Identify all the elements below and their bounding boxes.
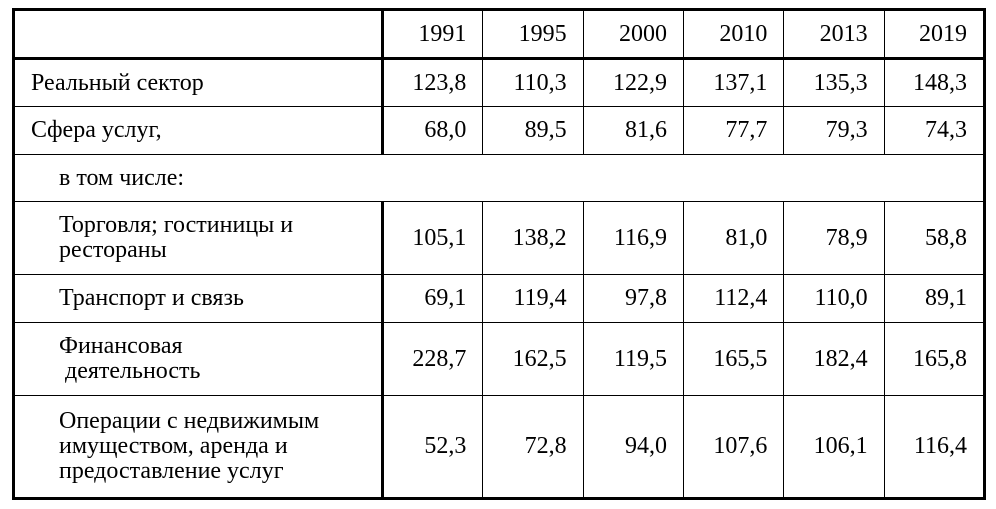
value-cell: 119,4 <box>482 274 584 323</box>
row-label: Транспорт и связь <box>13 274 384 323</box>
value-cell: 89,1 <box>883 274 986 323</box>
label-line: рестораны <box>59 237 167 263</box>
value-cell: 77,7 <box>682 106 785 155</box>
value-cell: 123,8 <box>381 58 484 107</box>
value-cell: 162,5 <box>482 322 584 396</box>
table-row: Торговля; гостиницы и рестораны 105,1 138,2… <box>13 201 986 275</box>
label-line: деятельность <box>59 358 201 384</box>
label-line: имуществом, аренда и <box>59 433 288 459</box>
value-cell: 89,5 <box>482 106 584 155</box>
table-row: Финансовая деятельность 228,7 162,5 119,5 16… <box>13 322 986 396</box>
column-header: 2000 <box>582 9 684 60</box>
label-line: Реальный сектор <box>31 69 204 96</box>
row-label: Торговля; гостиницы и рестораны <box>13 201 384 275</box>
table-row: Сфера услуг, 68,0 89,5 81,6 77,7 79,3 74,3 <box>13 106 986 155</box>
label-line: Операции с недвижимым <box>59 408 320 434</box>
value-cell: 135,3 <box>783 58 885 107</box>
value-cell: 68,0 <box>381 106 484 155</box>
table-row: Транспорт и связь 69,1 119,4 97,8 112,4 110,0… <box>13 274 986 323</box>
value-cell: 182,4 <box>783 322 885 396</box>
value-cell: 228,7 <box>381 322 484 396</box>
value-cell: 148,3 <box>883 58 986 107</box>
value-cell: 69,1 <box>381 274 484 323</box>
value-cell: 137,1 <box>682 58 785 107</box>
table-row: Операции с недвижимым имуществом, аренда … <box>13 395 986 499</box>
value-cell: 112,4 <box>682 274 785 323</box>
value-cell: 116,9 <box>582 201 684 275</box>
value-cell: 58,8 <box>883 201 986 275</box>
column-header: 2010 <box>682 9 785 60</box>
label-line: Торговля; гостиницы и <box>59 212 294 238</box>
row-label: Финансовая деятельность <box>13 322 384 396</box>
value-cell: 94,0 <box>582 395 684 499</box>
label-line: в том числе: <box>59 164 185 191</box>
column-header: 1995 <box>482 9 584 60</box>
column-header: 2019 <box>883 9 986 60</box>
row-label: Сфера услуг, <box>13 106 384 155</box>
value-cell: 52,3 <box>381 395 484 499</box>
corner-cell <box>13 9 384 60</box>
table-row: в том числе: <box>13 154 985 202</box>
value-cell: 165,5 <box>682 322 785 396</box>
column-header: 2013 <box>783 9 885 60</box>
value-cell: 72,8 <box>482 395 584 499</box>
value-cell: 122,9 <box>582 58 684 107</box>
value-cell: 78,9 <box>783 201 885 275</box>
value-cell: 119,5 <box>582 322 684 396</box>
label-line: предоставление услуг <box>59 458 284 484</box>
value-cell: 74,3 <box>883 106 986 155</box>
row-label: Операции с недвижимым имуществом, аренда … <box>13 395 384 499</box>
value-cell: 110,0 <box>783 274 885 323</box>
header-row: 1991 1995 2000 2010 2013 2019 <box>13 9 986 60</box>
table-row: Реальный сектор 123,8 110,3 122,9 137,1 135,3… <box>13 58 986 107</box>
row-label: в том числе: <box>13 154 985 202</box>
value-cell: 138,2 <box>482 201 584 275</box>
label-line: Финансовая <box>59 333 183 359</box>
value-cell: 106,1 <box>783 395 885 499</box>
value-cell: 165,8 <box>883 322 986 396</box>
data-table: 1991 1995 2000 2010 2013 2019 Реальный сектор 1… <box>12 8 986 500</box>
label-line: Сфера услуг, <box>31 117 162 143</box>
value-cell: 116,4 <box>883 395 986 499</box>
value-cell: 81,6 <box>582 106 684 155</box>
column-header: 1991 <box>381 9 484 60</box>
value-cell: 110,3 <box>482 58 584 107</box>
value-cell: 81,0 <box>682 201 785 275</box>
value-cell: 97,8 <box>582 274 684 323</box>
value-cell: 107,6 <box>682 395 785 499</box>
value-cell: 105,1 <box>381 201 484 275</box>
row-label: Реальный сектор <box>13 58 384 107</box>
value-cell: 79,3 <box>783 106 885 155</box>
label-line: Транспорт и связь <box>59 285 244 311</box>
